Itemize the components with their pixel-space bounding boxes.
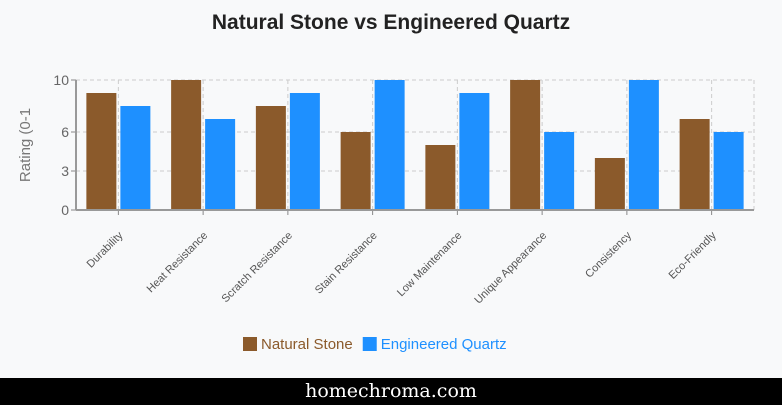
x-tick-label: Eco-Friendly xyxy=(667,229,719,281)
bar-engineered-quartz xyxy=(120,106,151,210)
y-axis-label: Rating (0-1 xyxy=(17,108,34,182)
x-tick-label: Scratch Resistance xyxy=(220,230,295,305)
x-tick-label: Stain Resistance xyxy=(313,230,380,297)
bar-engineered-quartz xyxy=(289,93,320,210)
x-tick-label: Consistency xyxy=(583,229,634,280)
y-tick-label: 3 xyxy=(61,163,69,179)
bar-natural-stone xyxy=(510,80,541,210)
legend-swatch xyxy=(362,337,377,351)
bar-engineered-quartz xyxy=(544,132,575,210)
legend-label: Engineered Quartz xyxy=(381,336,507,353)
x-tick-label: Low Maintenance xyxy=(395,230,464,299)
bar-engineered-quartz xyxy=(205,119,236,210)
bar-natural-stone xyxy=(255,106,286,210)
bar-engineered-quartz xyxy=(713,132,744,210)
y-tick-label: 10 xyxy=(53,72,69,88)
bar-natural-stone xyxy=(594,158,625,210)
bar-engineered-quartz xyxy=(628,80,659,210)
legend-label: Natural Stone xyxy=(261,336,353,353)
x-tick-label: Unique Appearance xyxy=(472,230,549,307)
bar-natural-stone xyxy=(340,132,371,210)
y-tick-label: 6 xyxy=(61,124,69,140)
bar-engineered-quartz xyxy=(459,93,490,210)
bar-chart: Natural Stone vs Engineered Quartz Ratin… xyxy=(17,11,755,353)
footer-banner: homechroma.com xyxy=(0,378,782,405)
y-tick-label: 0 xyxy=(61,202,69,218)
x-tick-label: Durability xyxy=(85,229,126,270)
bar-natural-stone xyxy=(679,119,710,210)
legend-swatch xyxy=(243,337,257,351)
chart-title: Natural Stone vs Engineered Quartz xyxy=(212,11,570,34)
bar-natural-stone xyxy=(171,80,202,210)
x-tick-label: Heat Resistance xyxy=(145,230,211,296)
bar-natural-stone xyxy=(425,145,456,210)
bar-natural-stone xyxy=(86,93,117,210)
bar-engineered-quartz xyxy=(374,80,405,210)
